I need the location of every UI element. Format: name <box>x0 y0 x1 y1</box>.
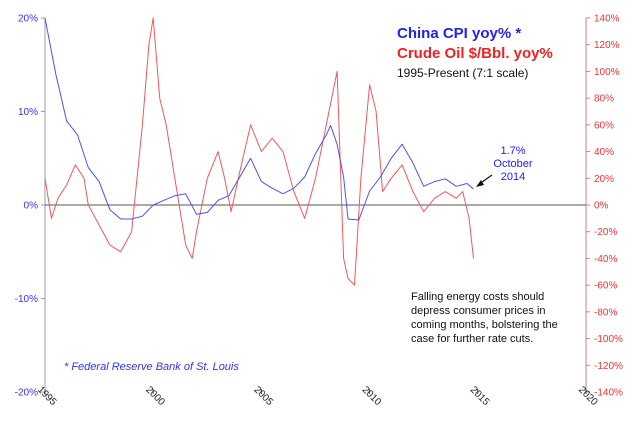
right-tick-label: 0% <box>594 201 609 212</box>
right-tick-label: 20% <box>594 174 614 185</box>
left-tick-label: -10% <box>15 294 38 305</box>
note-line-3: coming months, bolstering the <box>411 319 558 331</box>
left-tick-label: -20% <box>15 388 38 399</box>
annotation-month: October <box>493 158 532 170</box>
note-line-2: depress consumer prices in <box>411 305 546 317</box>
cpi-series-line <box>44 17 474 221</box>
annotation-value: 1.7% <box>500 145 525 157</box>
chart-title-2: Crude Oil $/Bbl. yoy% <box>397 45 553 62</box>
annotation-year: 2014 <box>501 171 525 183</box>
cpi-annotation: 1.7% October 2014 <box>476 145 533 187</box>
right-tick-label: -60% <box>594 281 617 292</box>
right-tick-label: -20% <box>594 227 617 238</box>
x-tick-label: 1995 <box>35 384 59 408</box>
right-tick-label: 140% <box>594 14 620 25</box>
right-tick-label: -100% <box>594 334 623 345</box>
left-tick-label: 0% <box>24 201 39 212</box>
left-tick-label: 10% <box>18 107 38 118</box>
source-note: * Federal Reserve Bank of St. Louis <box>64 361 239 373</box>
annotation-arrowhead <box>476 180 484 187</box>
chart-title-block: China CPI yoy% * Crude Oil $/Bbl. yoy% 1… <box>397 25 553 80</box>
left-axis-ticks: 20% 10% 0% -10% -20% <box>15 14 45 399</box>
series-layer <box>44 17 474 286</box>
x-tick-label: 2010 <box>360 384 384 408</box>
left-tick-label: 20% <box>18 14 38 25</box>
right-tick-label: -40% <box>594 254 617 265</box>
right-tick-label: 40% <box>594 147 614 158</box>
x-axis-ticks: 1995 2000 2005 2010 2015 2020 <box>35 384 600 408</box>
oil-series-line <box>44 17 474 286</box>
note-line-4: case for further rate cuts. <box>411 333 533 345</box>
x-tick-label: 2000 <box>143 384 167 408</box>
right-tick-label: 60% <box>594 120 614 131</box>
commentary-note: Falling energy costs should depress cons… <box>411 291 558 345</box>
right-tick-label: -140% <box>594 388 623 399</box>
right-tick-label: -120% <box>594 361 623 372</box>
right-tick-label: 80% <box>594 94 614 105</box>
right-tick-label: 120% <box>594 40 620 51</box>
chart-subtitle: 1995-Present (7:1 scale) <box>397 66 528 80</box>
x-tick-label: 2015 <box>468 384 492 408</box>
chart-title: China CPI yoy% * <box>397 25 521 42</box>
right-axis-ticks: 140% 120% 100% 80% 60% 40% 20% 0% -20% -40% -60% -8… <box>586 14 623 399</box>
right-tick-label: -80% <box>594 307 617 318</box>
right-tick-label: 100% <box>594 67 620 78</box>
note-line-1: Falling energy costs should <box>411 291 544 303</box>
x-tick-label: 2005 <box>251 384 275 408</box>
